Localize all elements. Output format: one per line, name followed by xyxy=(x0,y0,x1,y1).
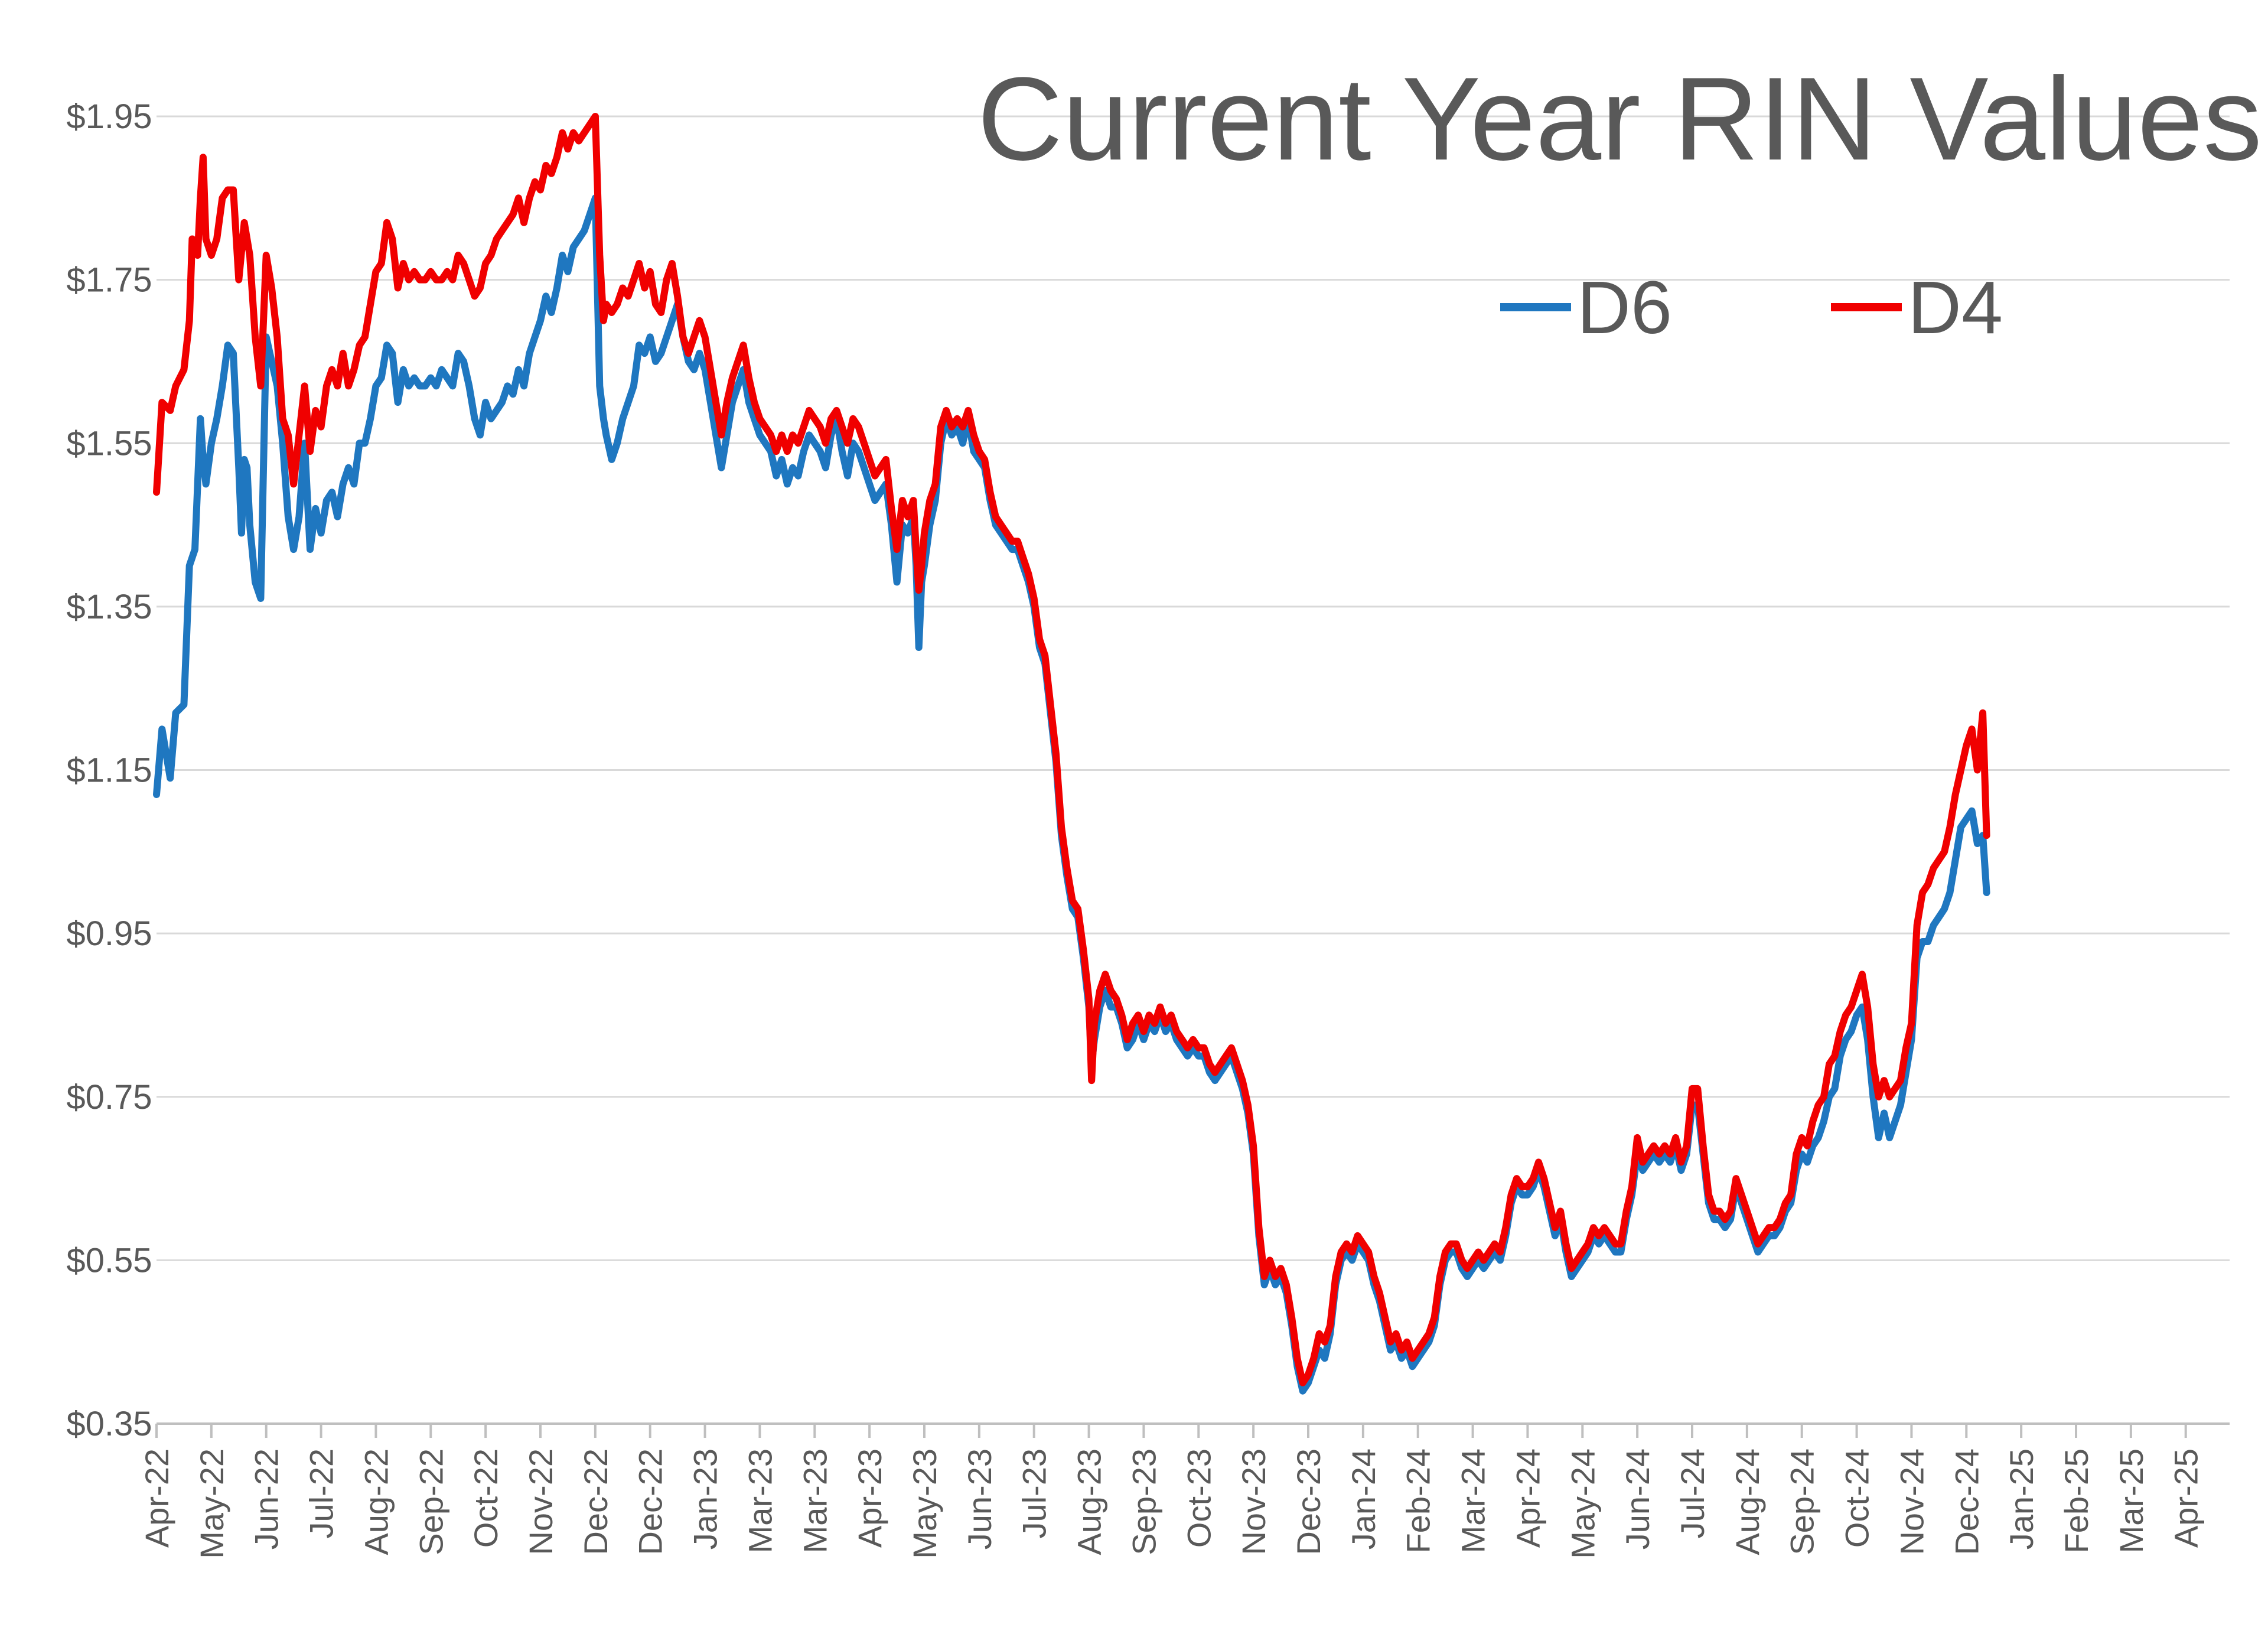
legend-label-d6: D6 xyxy=(1577,266,1672,349)
x-tick-label: Aug-23 xyxy=(1071,1448,1108,1555)
x-tick-label: Dec-22 xyxy=(632,1448,669,1555)
y-axis: $0.35 $0.55 $0.75 $0.95 $1.15 $1.35 $1.55 $1.75… xyxy=(66,97,152,1443)
x-tick-label: Sep-22 xyxy=(412,1448,449,1555)
x-tick-label: Jun-22 xyxy=(248,1448,285,1549)
x-tick-label: Aug-22 xyxy=(357,1448,395,1555)
y-tick-label: $0.95 xyxy=(66,914,152,953)
y-tick-label: $1.35 xyxy=(66,588,152,626)
series-line-d4 xyxy=(153,113,1990,1386)
x-tick-label: Sep-23 xyxy=(1125,1448,1162,1555)
x-tick-label: Aug-24 xyxy=(1729,1448,1766,1555)
x-tick-label: Oct-22 xyxy=(467,1448,504,1548)
y-tick-label: $0.35 xyxy=(66,1405,152,1443)
x-axis: Apr-22 May-22 Jun-22 Jul-22 Aug-22 Sep-22 Oct-… xyxy=(138,1422,2230,1559)
x-tick-label: Nov-24 xyxy=(1893,1448,1930,1555)
x-tick-label: Oct-23 xyxy=(1180,1448,1217,1548)
x-tick-label: Jun-23 xyxy=(961,1448,998,1549)
x-tick-label: Sep-24 xyxy=(1784,1448,1821,1555)
x-tick-label: May-23 xyxy=(906,1448,943,1559)
x-tick-label: Dec-24 xyxy=(1948,1448,1985,1555)
x-tick-label: Jun-24 xyxy=(1619,1448,1656,1549)
x-tick-label: Dec-22 xyxy=(577,1448,614,1555)
x-tick-label: Apr-24 xyxy=(1509,1448,1546,1548)
x-tick-label: Oct-24 xyxy=(1839,1448,1876,1548)
y-tick-label: $1.15 xyxy=(66,751,152,790)
x-tick-label: Jan-24 xyxy=(1345,1448,1382,1549)
chart-title: Current Year RIN Values xyxy=(977,53,2262,185)
x-tick-label: Mar-24 xyxy=(1455,1448,1492,1553)
x-tick-label: Jan-23 xyxy=(687,1448,724,1549)
x-tick-label: Apr-22 xyxy=(138,1448,175,1548)
x-tick-label: Dec-23 xyxy=(1290,1448,1327,1555)
x-tick-label: Feb-25 xyxy=(2058,1448,2095,1553)
legend: D6 D4 xyxy=(1500,266,2003,349)
x-tick-label: Feb-24 xyxy=(1400,1448,1437,1553)
x-tick-label: Jul-24 xyxy=(1674,1448,1711,1539)
y-tick-label: $1.55 xyxy=(66,424,152,463)
y-tick-label: $0.55 xyxy=(66,1241,152,1280)
y-tick-label: $1.95 xyxy=(66,97,152,136)
y-tick-label: $0.75 xyxy=(66,1078,152,1116)
series-layer xyxy=(153,113,1990,1395)
x-tick-label: Mar-23 xyxy=(796,1448,833,1553)
gridlines xyxy=(157,115,2230,1261)
x-tick-label: Mar-23 xyxy=(741,1448,778,1553)
x-tick-label: Nov-22 xyxy=(522,1448,559,1555)
legend-label-d4: D4 xyxy=(1908,266,2003,349)
x-tick-label: Jul-23 xyxy=(1016,1448,1053,1539)
x-tick-label: May-24 xyxy=(1564,1448,1601,1559)
x-tick-label: Jan-25 xyxy=(2003,1448,2040,1549)
x-tick-label: Nov-23 xyxy=(1235,1448,1272,1555)
x-tick-label: Apr-25 xyxy=(2168,1448,2205,1548)
x-tick-label: Mar-25 xyxy=(2113,1448,2150,1553)
x-tick-label: Apr-23 xyxy=(851,1448,888,1548)
y-tick-label: $1.75 xyxy=(66,261,152,299)
x-tick-label: May-22 xyxy=(193,1448,230,1559)
x-tick-label: Jul-22 xyxy=(303,1448,340,1539)
